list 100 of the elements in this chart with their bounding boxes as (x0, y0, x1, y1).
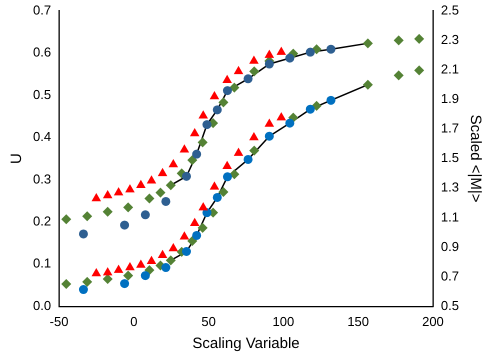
point (394, 35, 404, 46)
point (362, 80, 373, 90)
point (326, 96, 336, 105)
point (306, 104, 315, 114)
y2-tick-label: 2.5 (440, 2, 460, 18)
point (168, 159, 178, 168)
point (140, 210, 150, 220)
point (102, 206, 113, 217)
y2-tick-label: 0.5 (440, 298, 460, 313)
point (102, 267, 112, 276)
x-axis-title: Scaling Variable (192, 335, 300, 352)
point (264, 118, 274, 127)
point (61, 279, 72, 290)
point (182, 247, 191, 256)
point (136, 180, 146, 188)
point (114, 187, 124, 196)
point (202, 120, 212, 130)
point (394, 70, 404, 80)
y2-tick-label: 0.9 (440, 238, 460, 254)
y2-axis-title: Scaled <|M|> (466, 114, 484, 203)
x-tick-label: 50 (201, 314, 216, 329)
y2-tick-label: 0.7 (440, 268, 460, 284)
y2-tick-label: 1.1 (440, 209, 460, 224)
y2-tick-label: 2.1 (440, 62, 460, 76)
y-tick-label: 0.5 (32, 86, 52, 102)
point (146, 175, 156, 184)
point (249, 66, 260, 76)
point (229, 169, 240, 180)
point (362, 38, 373, 48)
point (234, 148, 244, 156)
point (192, 230, 202, 240)
y-axis-title: U (8, 153, 26, 164)
point (146, 256, 156, 264)
point (212, 105, 222, 114)
point (187, 155, 198, 166)
point (249, 132, 259, 140)
point (326, 44, 336, 54)
point (276, 46, 286, 55)
point (249, 146, 260, 156)
point (285, 118, 294, 128)
x-tick-label: 150 (347, 314, 370, 329)
point (244, 154, 253, 164)
y2-tick-label: 2.3 (440, 32, 460, 47)
point (161, 263, 170, 272)
point (155, 188, 166, 198)
point (234, 66, 244, 74)
point (190, 218, 200, 226)
point (249, 56, 259, 64)
point (222, 172, 232, 182)
x-tick-label: 0 (130, 314, 138, 329)
point (158, 250, 168, 258)
y-tick-label: 0.6 (32, 44, 52, 60)
point (125, 262, 135, 270)
point (198, 202, 208, 210)
point (190, 128, 200, 136)
point (120, 220, 130, 230)
y-tick-label: 0.4 (32, 129, 52, 144)
point (92, 268, 102, 276)
point (264, 60, 274, 69)
point (306, 48, 315, 57)
point (166, 255, 176, 266)
point (222, 160, 232, 169)
y2-tick-label: 1.5 (440, 150, 460, 166)
point (158, 168, 168, 176)
point (192, 150, 202, 159)
point (264, 50, 274, 58)
point (264, 132, 274, 141)
y-tick-label: 0.3 (32, 171, 52, 186)
y-tick-label: 0.0 (32, 298, 52, 313)
point (285, 54, 294, 63)
point (222, 86, 232, 96)
y-tick-label: 0.2 (32, 214, 52, 229)
point (414, 34, 424, 44)
point (198, 222, 208, 233)
y2-tick-label: 1.9 (440, 91, 460, 106)
y-tick-label: 0.1 (32, 256, 52, 271)
y2-tick-label: 1.7 (440, 120, 460, 136)
point (120, 279, 130, 288)
point (161, 196, 170, 206)
point (210, 91, 220, 100)
point (140, 271, 150, 280)
point (198, 137, 208, 148)
point (123, 202, 134, 212)
point (414, 65, 424, 76)
point (180, 231, 190, 240)
point (125, 184, 135, 192)
point (212, 192, 222, 202)
point (210, 181, 220, 190)
point (114, 264, 124, 273)
point (198, 110, 208, 118)
x-tick-label: 200 (422, 314, 444, 329)
point (136, 260, 146, 268)
point (144, 194, 154, 204)
point (102, 274, 113, 284)
point (218, 97, 228, 108)
point (61, 214, 72, 224)
point (166, 180, 176, 190)
point (123, 270, 134, 281)
x-tick-label: -50 (50, 314, 68, 329)
y-tick-label: 0.7 (32, 2, 52, 18)
